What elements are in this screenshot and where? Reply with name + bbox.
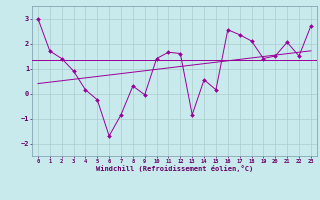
X-axis label: Windchill (Refroidissement éolien,°C): Windchill (Refroidissement éolien,°C)	[96, 165, 253, 172]
